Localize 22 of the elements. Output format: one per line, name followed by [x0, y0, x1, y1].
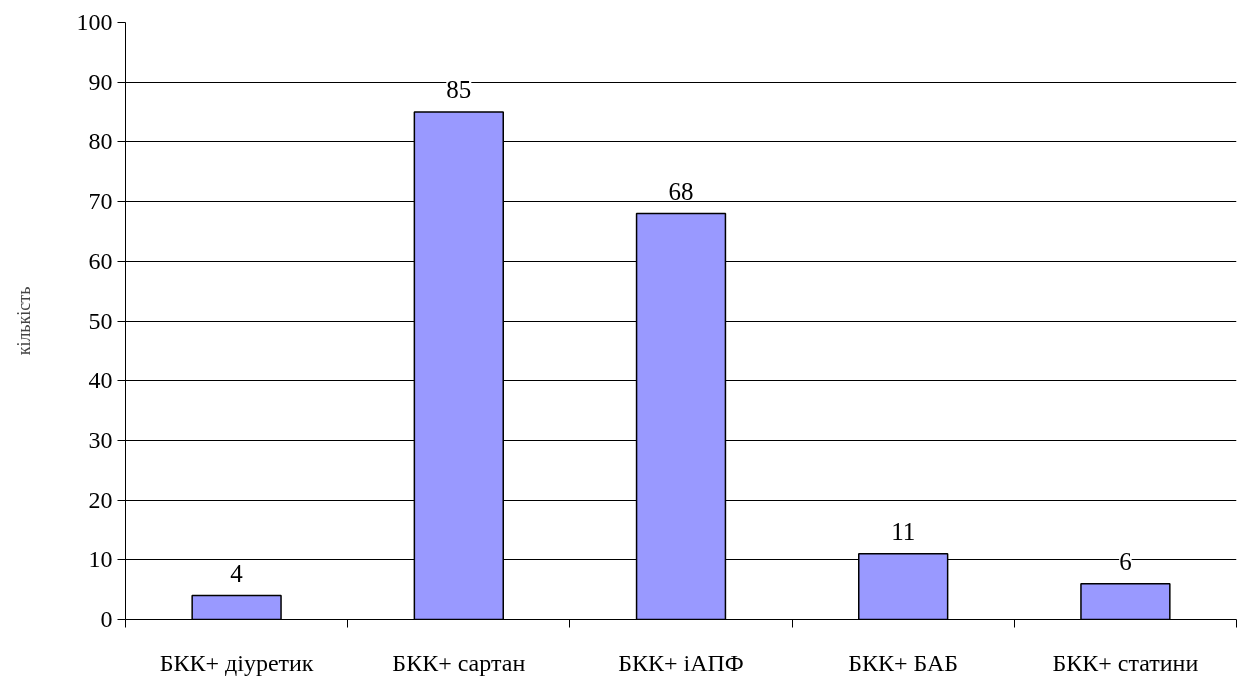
- x-tick-label: БКК+ БАБ: [848, 649, 959, 676]
- data-label: 4: [230, 559, 244, 587]
- y-tick-label: 10: [88, 546, 113, 573]
- y-tick-label: 0: [100, 606, 113, 632]
- data-label: 68: [668, 177, 694, 205]
- y-axis-title: кількість: [13, 286, 34, 356]
- y-tick-label: 40: [88, 367, 113, 394]
- y-tick-label: 70: [88, 188, 113, 215]
- data-label: 6: [1119, 547, 1132, 575]
- x-tick-label: БКК+ іАПФ: [618, 649, 744, 676]
- x-tick-label: БКК+ діуретик: [159, 649, 314, 676]
- y-tick-label: 100: [76, 9, 113, 35]
- x-tick-label: БКК+ статини: [1052, 649, 1199, 676]
- y-tick-label: 50: [88, 307, 113, 334]
- x-tick-label: БКК+ сартан: [392, 649, 526, 676]
- data-label: 85: [446, 76, 472, 104]
- y-tick-label: 20: [88, 486, 113, 513]
- y-tick-label: 80: [88, 128, 113, 155]
- y-tick-label: 30: [88, 426, 113, 453]
- data-label: 11: [891, 517, 916, 545]
- y-tick-label: 90: [88, 68, 113, 95]
- y-tick-label: 60: [88, 247, 113, 274]
